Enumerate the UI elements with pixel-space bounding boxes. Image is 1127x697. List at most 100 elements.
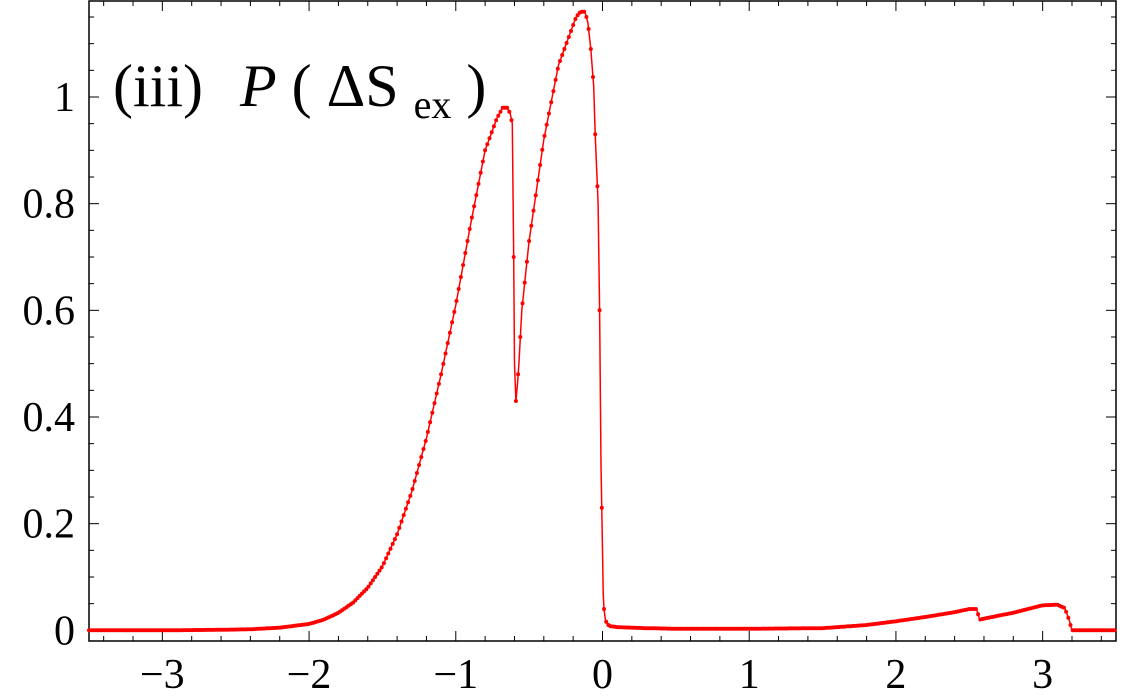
y-tick-label: 0.8 <box>23 182 76 228</box>
data-point <box>489 130 494 135</box>
y-tick-label: 1 <box>54 75 75 121</box>
data-point <box>569 29 573 33</box>
data-point <box>599 505 604 510</box>
data-point <box>562 47 567 51</box>
data-point <box>540 147 545 152</box>
data-point <box>452 309 457 314</box>
data-point <box>414 471 419 475</box>
data-point <box>531 208 536 213</box>
data-point <box>364 587 369 592</box>
data-point <box>604 619 609 624</box>
data-point <box>566 35 571 39</box>
data-point <box>392 537 397 542</box>
data-point <box>527 239 532 243</box>
data-point <box>1068 623 1073 627</box>
data-point <box>463 251 468 255</box>
data-point <box>520 301 525 306</box>
annotation-open-paren: ( <box>292 53 312 119</box>
data-point <box>491 124 496 129</box>
data-point <box>595 184 600 189</box>
data-point <box>575 13 580 18</box>
data-point <box>553 77 558 82</box>
data-point <box>419 455 424 459</box>
data-point <box>478 170 483 175</box>
data-point <box>533 193 538 198</box>
data-point <box>560 53 565 57</box>
x-tick-label: 2 <box>885 652 906 697</box>
data-point <box>469 215 474 220</box>
data-point <box>408 493 413 498</box>
data-point <box>573 17 578 21</box>
x-tick-label: 1 <box>739 652 760 697</box>
data-point <box>412 479 417 483</box>
data-point <box>443 351 448 356</box>
data-point <box>430 410 435 415</box>
data-point <box>377 568 382 573</box>
data-point <box>973 607 978 611</box>
data-point <box>397 525 402 530</box>
data-point <box>465 239 470 243</box>
data-point <box>498 109 503 114</box>
data-point <box>434 391 439 396</box>
data-point <box>447 330 452 335</box>
data-point <box>366 584 371 589</box>
data-point <box>591 75 595 79</box>
data-point <box>584 15 589 19</box>
data-point <box>507 109 512 114</box>
data-point <box>509 118 514 123</box>
data-point <box>399 519 404 524</box>
tick-labels: −3 −2 −1 0 1 2 3 0 0.2 0.4 0.6 0.8 1 <box>23 75 1054 697</box>
data-point <box>410 487 415 491</box>
data-point <box>386 551 391 556</box>
data-point <box>535 178 540 183</box>
data-point <box>542 133 547 138</box>
data-point <box>445 341 450 346</box>
panel-label: (iii) <box>113 53 203 119</box>
tick-marks <box>89 1 1116 641</box>
data-point <box>474 193 479 198</box>
data-point <box>602 607 606 611</box>
data-point <box>1066 615 1071 620</box>
data-point <box>516 372 521 377</box>
data-point <box>373 575 378 579</box>
data-point <box>467 227 472 231</box>
data-point <box>529 223 534 228</box>
data-point <box>423 439 428 443</box>
annotation-symbol: ΔS <box>327 53 399 119</box>
series-layer <box>87 9 1117 633</box>
data-point <box>450 320 455 325</box>
data-point <box>505 105 510 110</box>
data-point <box>555 66 560 71</box>
data-point <box>375 571 380 576</box>
data-point <box>586 27 591 31</box>
data-point <box>472 204 477 209</box>
data-point <box>582 9 587 14</box>
data-point <box>384 556 389 561</box>
data-point <box>524 259 529 264</box>
x-tick-label: −1 <box>433 652 478 697</box>
data-point <box>425 429 430 434</box>
data-point <box>417 463 422 467</box>
x-tick-label: 3 <box>1032 652 1053 697</box>
data-point <box>458 275 463 279</box>
y-tick-label: 0.4 <box>23 395 76 441</box>
data-point <box>513 399 518 403</box>
data-point <box>593 132 598 137</box>
data-point <box>390 541 395 546</box>
data-point <box>976 612 981 617</box>
data-point <box>406 500 411 505</box>
data-point <box>494 118 499 123</box>
annotation-function: P <box>239 53 277 119</box>
data-point <box>1064 609 1069 614</box>
data-point <box>381 561 386 566</box>
data-point <box>511 255 516 259</box>
chart-annotation: (iii) P ( ΔS ex ) <box>113 53 486 131</box>
data-point <box>549 100 554 105</box>
data-point <box>571 23 576 27</box>
data-point <box>439 372 444 377</box>
data-point <box>1061 605 1066 610</box>
data-point <box>441 361 446 366</box>
data-point <box>480 159 485 164</box>
data-point <box>544 122 549 127</box>
data-point <box>476 181 481 186</box>
